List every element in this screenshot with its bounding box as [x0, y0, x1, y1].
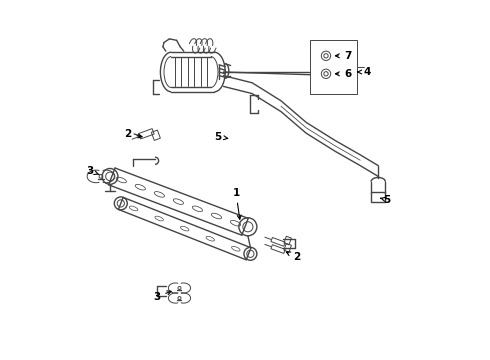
Text: 3: 3 [87, 166, 99, 176]
Text: 7: 7 [336, 51, 351, 61]
Text: 3: 3 [153, 291, 171, 302]
Text: 4: 4 [358, 67, 371, 77]
Text: 2: 2 [286, 252, 301, 262]
Text: 5: 5 [215, 132, 228, 142]
Bar [139, 129, 154, 139]
Text: 1: 1 [232, 188, 241, 219]
Text: 5: 5 [381, 195, 391, 205]
Bar [271, 238, 285, 246]
Bar [310, 40, 357, 94]
Bar [284, 243, 292, 252]
Bar [271, 245, 285, 253]
Bar [284, 236, 292, 245]
Text: 6: 6 [336, 69, 351, 79]
Text: 2: 2 [124, 129, 142, 139]
Bar [371, 192, 386, 202]
Bar [151, 130, 160, 140]
